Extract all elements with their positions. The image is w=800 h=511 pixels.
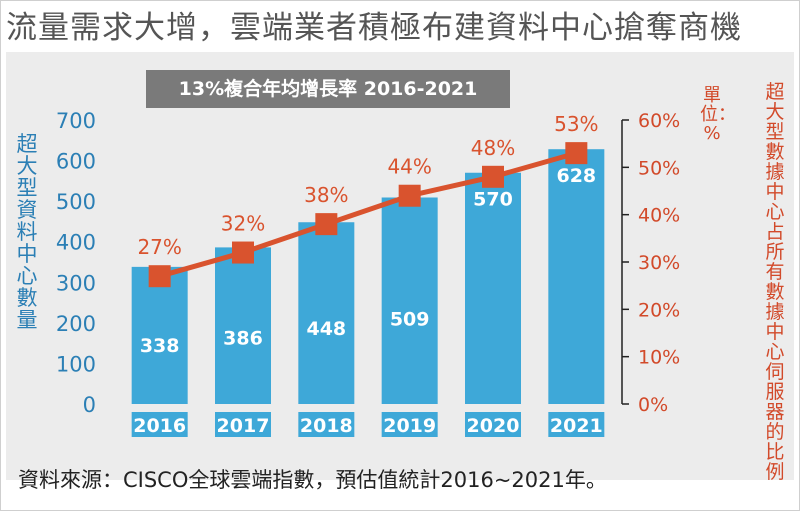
bar-value-label: 386 — [223, 327, 263, 349]
category-label-box — [381, 412, 438, 437]
bar — [131, 266, 188, 404]
category-label-box — [215, 412, 271, 437]
category-label-box — [465, 412, 521, 437]
y2-tick-label: 60% — [638, 110, 680, 132]
y2-tick-label: 20% — [638, 299, 680, 321]
y-tick-label: 300 — [56, 271, 96, 295]
line-value-label: 27% — [137, 235, 181, 259]
y2-tick-label: 0% — [638, 394, 668, 416]
y-tick-label: 500 — [56, 190, 96, 214]
x-tick-label: 2016 — [133, 415, 186, 437]
y-tick-label: 0 — [83, 393, 96, 417]
growth-rate-banner: 13%複合年均增長率 2016-2021 — [146, 70, 510, 108]
bar-value-label: 628 — [556, 165, 596, 187]
line-point — [565, 142, 588, 165]
y-tick-label: 200 — [56, 312, 96, 336]
category-label-box — [298, 412, 355, 437]
x-tick-label: 2021 — [550, 415, 603, 437]
category-label-box — [548, 412, 605, 437]
bar — [548, 149, 605, 404]
left-axis-title: 超大型資料中心數量 — [16, 132, 38, 332]
line-value-label: 53% — [554, 112, 598, 136]
x-tick-label: 2018 — [300, 415, 353, 437]
bar — [298, 222, 355, 404]
bar — [381, 197, 438, 404]
bar — [465, 172, 521, 404]
x-tick-label: 2019 — [383, 415, 436, 437]
line-value-label: 38% — [304, 183, 348, 207]
y2-tick-label: 10% — [638, 347, 680, 369]
y-tick-label: 600 — [56, 150, 96, 174]
x-tick-label: 2017 — [217, 415, 270, 437]
line-value-label: 44% — [387, 155, 431, 179]
x-tick-label: 2020 — [467, 415, 520, 437]
share-line — [158, 150, 578, 279]
bar-value-label: 448 — [306, 318, 346, 340]
bar-value-label: 570 — [473, 189, 513, 211]
page-title: 流量需求大增，雲端業者積極布建資料中心搶奪商機 — [6, 10, 742, 46]
source-note: 資料來源：CISCO全球雲端指數，預估值統計2016~2021年。 — [18, 468, 607, 492]
line-point — [482, 165, 504, 188]
y-tick-label: 400 — [56, 231, 96, 255]
bar-value-label: 338 — [140, 335, 180, 357]
line-value-label: 32% — [221, 212, 265, 236]
line-point — [232, 241, 254, 264]
line-point — [315, 213, 338, 236]
y-tick-label: 700 — [56, 109, 96, 133]
y-tick-label: 100 — [56, 352, 96, 376]
y2-tick-label: 50% — [638, 157, 680, 179]
y2-tick-label: 30% — [638, 252, 680, 274]
right-axis-title: 超大型數據中心占所有數據中心伺服器的比例 — [765, 81, 785, 483]
y2-tick-label: 40% — [638, 205, 680, 227]
bar-value-label: 509 — [390, 309, 430, 331]
bar — [215, 247, 271, 404]
line-value-label: 48% — [471, 136, 515, 160]
right-axis-unit: 單位：% — [700, 85, 736, 144]
category-label-box — [131, 412, 188, 437]
line-point — [398, 184, 421, 207]
line-point — [148, 265, 171, 288]
